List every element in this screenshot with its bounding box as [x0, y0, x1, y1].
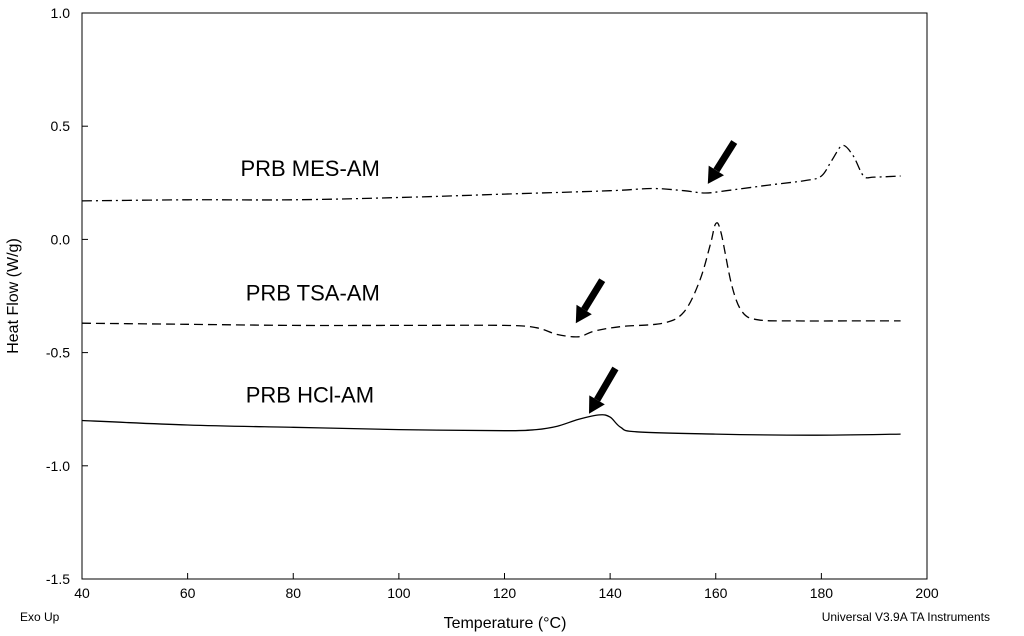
x-axis-title: Temperature (°C) [444, 615, 567, 632]
instrument-note: Universal V3.9A TA Instruments [821, 610, 990, 624]
x-tick-label: 180 [810, 585, 834, 601]
x-tick-label: 40 [74, 585, 90, 601]
series-label: PRB MES-AM [240, 156, 379, 181]
annotation-arrows [575, 140, 738, 414]
y-tick-label: 0.5 [51, 118, 71, 134]
series-line-0 [81, 144, 901, 202]
series-layer [81, 144, 901, 436]
plot-area [81, 12, 928, 580]
y-tick-label: -0.5 [46, 345, 70, 361]
y-axis-title: Heat Flow (W/g) [5, 238, 22, 354]
axis-ticks: 40 60 80 100 120 140 160 180 200 -1.5 -1.0 -0.5 0.0 0… [46, 5, 939, 601]
x-tick-label: 80 [285, 585, 301, 601]
x-tick-label: 200 [915, 585, 939, 601]
series-label: PRB HCl-AM [246, 382, 374, 407]
series-labels: PRB MES-AM PRB TSA-AM PRB HCl-AM [240, 156, 379, 407]
y-tick-label: -1.5 [46, 571, 70, 587]
exo-up-note: Exo Up [20, 610, 60, 624]
y-tick-label: 1.0 [51, 5, 71, 21]
annotation-arrow [707, 140, 738, 184]
series-line-2 [81, 414, 901, 436]
x-tick-label: 120 [493, 585, 517, 601]
series-line-1 [81, 222, 901, 338]
x-tick-label: 140 [598, 585, 622, 601]
annotation-arrow [575, 278, 606, 324]
y-tick-label: -1.0 [46, 458, 70, 474]
annotation-arrow [589, 366, 619, 414]
series-label: PRB TSA-AM [246, 281, 380, 306]
x-tick-label: 100 [387, 585, 411, 601]
y-tick-label: 0.0 [51, 231, 71, 247]
x-tick-label: 160 [704, 585, 728, 601]
x-tick-label: 60 [180, 585, 196, 601]
